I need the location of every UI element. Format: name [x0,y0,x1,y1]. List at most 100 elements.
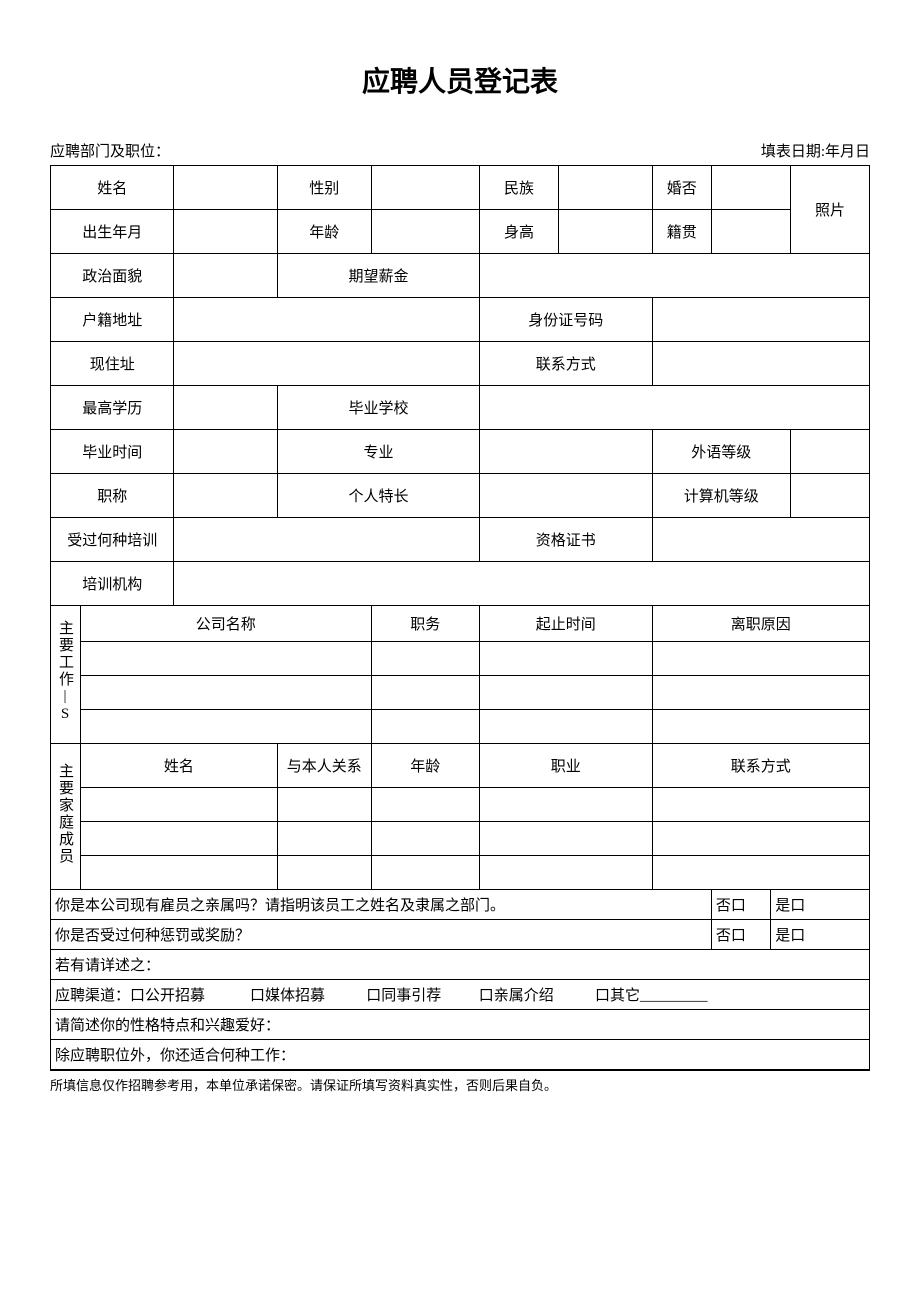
gender-label: 性别 [277,166,371,210]
salary-field[interactable] [480,254,870,298]
family-job-2[interactable] [480,822,652,856]
household-addr-field[interactable] [174,298,480,342]
height-field[interactable] [559,210,652,254]
title-cert-field[interactable] [174,474,277,518]
family-name-header: 姓名 [81,744,278,788]
major-field[interactable] [480,430,652,474]
id-number-label: 身份证号码 [480,298,652,342]
grad-time-field[interactable] [174,430,277,474]
work-period-3[interactable] [480,710,652,744]
training-org-field[interactable] [174,562,870,606]
marital-field[interactable] [711,166,790,210]
family-contact-3[interactable] [652,856,869,890]
family-name-3[interactable] [81,856,278,890]
native-place-label: 籍贯 [652,210,711,254]
height-label: 身高 [480,210,559,254]
age-label: 年龄 [277,210,371,254]
family-relation-header: 与本人关系 [277,744,371,788]
work-position-header: 职务 [371,606,479,642]
family-relation-3[interactable] [277,856,371,890]
work-leave-header: 离职原因 [652,606,869,642]
q6-text[interactable]: 除应聘职位外，你还适合何种工作： [51,1040,870,1070]
household-addr-label: 户籍地址 [51,298,174,342]
header-row: 应聘部门及职位： 填表日期:年月日 [50,140,870,161]
qualification-label: 资格证书 [480,518,652,562]
q2-no[interactable]: 否口 [711,920,770,950]
gender-field[interactable] [371,166,479,210]
marital-label: 婚否 [652,166,711,210]
work-leave-1[interactable] [652,642,869,676]
q1-no[interactable]: 否口 [711,890,770,920]
q5-text[interactable]: 请简述你的性格特点和兴趣爱好： [51,1010,870,1040]
name-field[interactable] [174,166,277,210]
work-leave-3[interactable] [652,710,869,744]
age-field[interactable] [371,210,479,254]
work-position-3[interactable] [371,710,479,744]
work-period-header: 起止时间 [480,606,652,642]
work-company-3[interactable] [81,710,372,744]
work-period-2[interactable] [480,676,652,710]
q2-text: 你是否受过何种惩罚或奖励？ [51,920,712,950]
footer-note: 所填信息仅作招聘参考用，本单位承诺保密。请保证所填写资料真实性，否则后果自负。 [50,1075,870,1094]
family-contact-1[interactable] [652,788,869,822]
qualification-field[interactable] [652,518,869,562]
native-place-field[interactable] [711,210,790,254]
current-addr-label: 现住址 [51,342,174,386]
title-cert-label: 职称 [51,474,174,518]
photo-label: 照片 [790,166,869,254]
family-age-2[interactable] [371,822,479,856]
salary-label: 期望薪金 [277,254,479,298]
current-addr-field[interactable] [174,342,480,386]
work-position-2[interactable] [371,676,479,710]
q3-text[interactable]: 若有请详述之： [51,950,870,980]
family-job-1[interactable] [480,788,652,822]
political-field[interactable] [174,254,277,298]
computer-level-field[interactable] [790,474,869,518]
q2-yes[interactable]: 是口 [771,920,870,950]
work-company-header: 公司名称 [81,606,372,642]
major-label: 专业 [277,430,479,474]
family-relation-1[interactable] [277,788,371,822]
computer-level-label: 计算机等级 [652,474,790,518]
foreign-lang-field[interactable] [790,430,869,474]
registration-table: 姓名 性别 民族 婚否 照片 出生年月 年龄 身高 籍贯 政治面貌 期望薪金 户… [50,165,870,1071]
id-number-field[interactable] [652,298,869,342]
contact-field[interactable] [652,342,869,386]
personal-skill-field[interactable] [480,474,652,518]
work-section-label: 主要工作|S [51,606,81,744]
personal-skill-label: 个人特长 [277,474,479,518]
dept-position-label: 应聘部门及职位： [50,140,170,161]
highest-edu-field[interactable] [174,386,277,430]
work-company-2[interactable] [81,676,372,710]
q4-text[interactable]: 应聘渠道：口公开招募 口媒体招募 口同事引荐 口亲属介绍 口其它________… [51,980,870,1010]
training-org-label: 培训机构 [51,562,174,606]
school-field[interactable] [480,386,870,430]
family-name-1[interactable] [81,788,278,822]
ethnicity-label: 民族 [480,166,559,210]
family-job-3[interactable] [480,856,652,890]
family-age-1[interactable] [371,788,479,822]
work-leave-2[interactable] [652,676,869,710]
work-position-1[interactable] [371,642,479,676]
family-name-2[interactable] [81,822,278,856]
training-field[interactable] [174,518,480,562]
work-company-1[interactable] [81,642,372,676]
name-label: 姓名 [51,166,174,210]
contact-label: 联系方式 [480,342,652,386]
q1-yes[interactable]: 是口 [771,890,870,920]
grad-time-label: 毕业时间 [51,430,174,474]
q1-text: 你是本公司现有雇员之亲属吗？请指明该员工之姓名及隶属之部门。 [51,890,712,920]
work-period-1[interactable] [480,642,652,676]
family-relation-2[interactable] [277,822,371,856]
highest-edu-label: 最高学历 [51,386,174,430]
foreign-lang-label: 外语等级 [652,430,790,474]
family-section-label: 主要家庭成员 [51,744,81,890]
ethnicity-field[interactable] [559,166,652,210]
page-title: 应聘人员登记表 [50,60,870,100]
birth-field[interactable] [174,210,277,254]
family-contact-2[interactable] [652,822,869,856]
political-label: 政治面貌 [51,254,174,298]
fill-date-label: 填表日期:年月日 [761,140,870,161]
family-contact-header: 联系方式 [652,744,869,788]
family-age-3[interactable] [371,856,479,890]
